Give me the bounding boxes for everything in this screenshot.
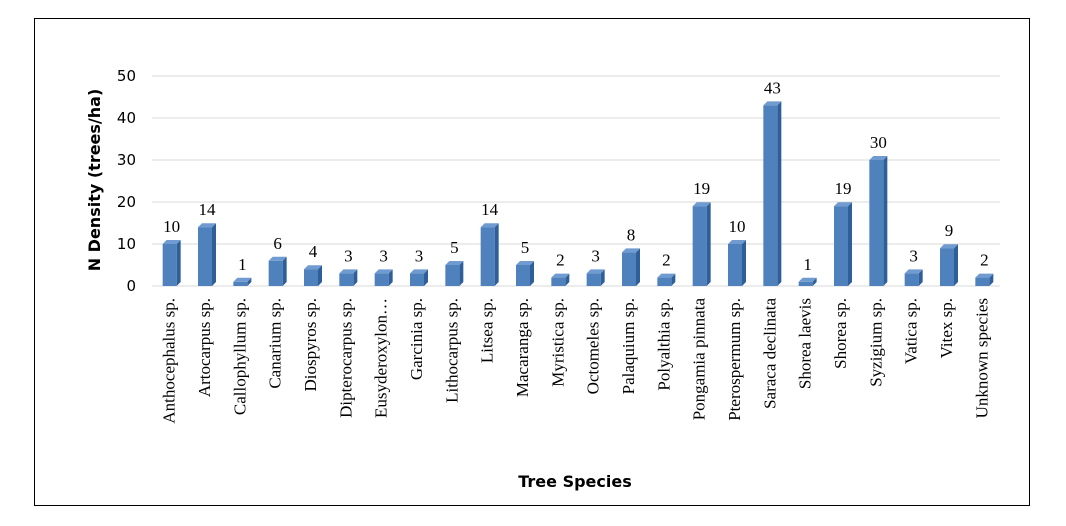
data-label: 6 <box>273 234 282 253</box>
y-tick-label: 50 <box>117 67 136 85</box>
data-label: 19 <box>835 179 852 198</box>
data-label: 19 <box>693 179 710 198</box>
bar <box>763 101 782 287</box>
data-label: 2 <box>980 251 989 270</box>
x-tick-label: Anthocephalus sp. <box>160 298 179 424</box>
y-tick-label: 10 <box>117 235 136 253</box>
x-tick-label: Octomeles sp. <box>584 298 603 394</box>
x-tick-label: Polyalthia sp. <box>654 298 673 391</box>
bars <box>162 101 994 287</box>
bar <box>480 223 499 286</box>
bar <box>622 248 640 286</box>
x-tick-label: Callophyllum sp. <box>230 298 249 415</box>
bar <box>233 277 252 286</box>
data-label: 14 <box>199 200 217 219</box>
x-tick-label: Diospyros sp. <box>301 298 320 392</box>
x-tick-label: Garcinia sp. <box>407 298 426 380</box>
y-axis-title: N Density (trees/ha) <box>85 89 104 272</box>
data-label: 2 <box>662 251 671 270</box>
x-tick-label: Myristica sp. <box>548 298 567 387</box>
x-tick-label: Canarium sp. <box>266 298 285 389</box>
bar <box>940 244 958 286</box>
data-label: 3 <box>591 246 600 265</box>
bar <box>445 261 464 286</box>
x-tick-label: Saraca declinata <box>760 298 779 409</box>
x-tick-label: Pterospermum sp. <box>725 298 744 421</box>
data-label: 3 <box>344 246 353 265</box>
x-tick-label: Artocarpus sp. <box>195 298 214 397</box>
data-label: 5 <box>450 238 459 257</box>
x-tick-label: Dipterocarpus sp. <box>336 298 355 418</box>
y-tick-label: 0 <box>126 277 136 295</box>
data-label: 8 <box>627 225 636 244</box>
y-tick-label: 30 <box>117 151 136 169</box>
data-label: 14 <box>481 200 499 219</box>
data-label: 3 <box>909 246 918 265</box>
x-tick-label: Syzigium sp. <box>866 298 885 387</box>
bar <box>516 261 534 286</box>
x-tick-label: Lithocarpus sp. <box>442 298 461 403</box>
x-tick-label: Eusyderoxylon… <box>372 298 391 418</box>
gridlines <box>152 75 1000 287</box>
y-tick-label: 20 <box>117 193 136 211</box>
x-tick-label: Shorea laevis <box>796 298 815 389</box>
y-axis-ticks: 0 10 20 30 40 50 <box>117 67 136 295</box>
bar <box>586 269 605 286</box>
bar <box>728 240 746 286</box>
data-label: 4 <box>309 242 318 261</box>
bar <box>904 269 923 286</box>
data-label: 43 <box>764 78 781 97</box>
data-label: 1 <box>238 255 247 274</box>
bar <box>692 202 711 286</box>
x-axis-ticks: Anthocephalus sp. Artocarpus sp. Callophyl… <box>160 298 992 424</box>
bar <box>657 273 676 286</box>
data-label: 30 <box>870 133 887 152</box>
bar <box>834 202 852 286</box>
x-tick-label: Shorea sp. <box>831 298 850 369</box>
x-tick-label: Vatica sp. <box>902 298 921 364</box>
data-label: 1 <box>803 255 812 274</box>
bar <box>975 273 994 286</box>
bar <box>551 273 570 286</box>
bar <box>798 277 817 286</box>
x-tick-label: Macaranga sp. <box>513 298 532 397</box>
bar <box>410 269 428 286</box>
bar <box>339 269 358 286</box>
bar <box>304 265 322 286</box>
x-tick-label: Palaquium sp. <box>619 298 638 394</box>
data-label: 2 <box>556 251 565 270</box>
x-tick-label: Litsea sp. <box>478 298 497 363</box>
data-label: 3 <box>415 246 424 265</box>
y-tick-label: 40 <box>117 109 136 127</box>
x-axis-title: Tree Species <box>518 472 632 491</box>
bar <box>162 240 181 286</box>
x-tick-label: Vitex sp. <box>937 298 956 358</box>
x-tick-label: Unknown species <box>972 298 991 418</box>
bar <box>268 256 287 286</box>
bar <box>198 223 216 286</box>
data-label: 5 <box>521 238 530 257</box>
bar <box>374 269 393 286</box>
data-label: 10 <box>729 217 746 236</box>
data-label: 3 <box>379 246 388 265</box>
data-label: 10 <box>163 217 180 236</box>
bar <box>869 156 888 286</box>
data-label: 9 <box>945 221 954 240</box>
x-tick-label: Pongamia pinnata <box>690 298 709 421</box>
